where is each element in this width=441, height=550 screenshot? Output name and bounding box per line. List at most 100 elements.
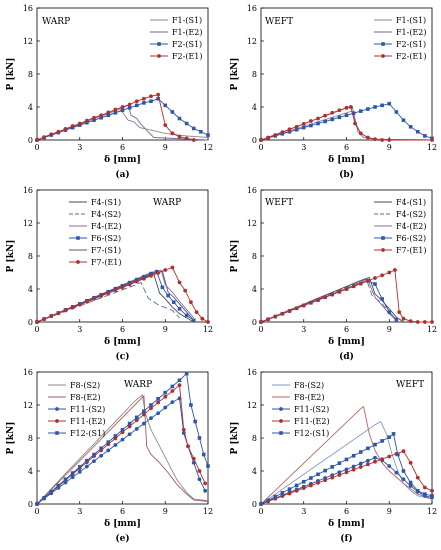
data-point	[349, 105, 353, 109]
data-point	[128, 422, 132, 426]
data-point	[142, 277, 146, 281]
data-point	[409, 319, 413, 323]
data-point	[316, 117, 320, 121]
x-tick-label: 3	[301, 507, 306, 516]
x-tick-label: 6	[344, 325, 349, 334]
x-tick-label: 9	[387, 507, 392, 516]
data-point	[156, 93, 160, 97]
x-tick-label: 3	[77, 143, 82, 152]
series-line-f8-s2-	[261, 422, 432, 505]
legend-entry: F11-(S2)	[70, 405, 105, 414]
data-point	[387, 102, 391, 106]
data-point	[345, 113, 349, 117]
data-point	[49, 132, 53, 136]
chart-title: WEFT	[265, 198, 293, 208]
data-point	[288, 309, 292, 313]
data-point	[373, 456, 377, 460]
data-point	[402, 477, 406, 481]
data-point	[178, 307, 182, 311]
x-tick-label: 0	[258, 143, 263, 152]
legend-entry: F4-(S1)	[91, 198, 121, 207]
y-tick-label: 16	[247, 186, 257, 195]
legend-entry: F7-(E1)	[91, 258, 122, 267]
legend: F4-(S1)F4-(S2)F4-(E2)F6-(S2)F7-(S1)F7-(E…	[69, 198, 122, 267]
data-point	[78, 470, 82, 474]
y-tick-label: 4	[28, 103, 33, 112]
data-point	[295, 484, 299, 488]
y-axis-label: P [kN]	[6, 422, 16, 455]
data-point	[85, 459, 89, 463]
data-point	[166, 294, 170, 298]
data-point	[423, 492, 427, 496]
data-point	[128, 106, 132, 110]
data-point	[163, 268, 167, 272]
x-tick-label: 12	[203, 507, 213, 516]
data-point	[393, 268, 397, 272]
data-point	[402, 449, 406, 453]
chart-title: WARP	[42, 17, 70, 27]
data-point	[178, 117, 182, 121]
data-point	[92, 459, 96, 463]
data-point	[430, 138, 434, 142]
data-point	[402, 118, 406, 122]
y-tick-label: 0	[252, 318, 257, 327]
data-point	[430, 489, 434, 493]
data-point	[106, 448, 110, 452]
data-point	[387, 464, 391, 468]
data-point	[366, 459, 370, 463]
x-tick-label: 12	[427, 143, 437, 152]
y-tick-label: 12	[247, 219, 257, 228]
data-point	[366, 107, 370, 111]
data-point	[273, 315, 277, 319]
y-tick-label: 4	[252, 467, 257, 476]
chart-title: WEFT	[265, 17, 293, 27]
legend-entry: F7-(E1)	[396, 246, 427, 255]
data-point	[309, 119, 313, 123]
data-point	[266, 136, 270, 140]
data-point	[203, 481, 207, 485]
data-point	[163, 406, 167, 410]
data-point	[337, 290, 341, 294]
data-point	[206, 464, 210, 468]
data-point	[78, 303, 82, 307]
data-point	[281, 491, 285, 495]
data-point	[114, 434, 118, 438]
data-point	[288, 492, 292, 496]
legend-entry: F8-(E2)	[70, 393, 101, 402]
x-tick-label: 6	[120, 325, 125, 334]
x-tick-label: 9	[163, 325, 168, 334]
data-point	[338, 116, 342, 120]
data-point	[280, 130, 284, 134]
data-point	[380, 138, 384, 142]
data-point	[330, 111, 334, 115]
x-tick-label: 0	[34, 143, 39, 152]
legend: F8-(S2)F8-(E2)F11-(S2)F11-(E2)F12-(S1)	[48, 381, 106, 438]
data-point	[330, 293, 334, 297]
y-tick-label: 4	[28, 285, 33, 294]
data-point	[416, 476, 420, 480]
data-point	[352, 284, 356, 288]
data-point	[113, 108, 117, 112]
data-point	[35, 138, 39, 142]
data-point	[128, 103, 132, 107]
data-point	[142, 422, 146, 426]
data-point	[85, 300, 89, 304]
data-point	[409, 125, 413, 129]
data-point	[337, 473, 341, 477]
legend-entry: F1-(S1)	[172, 16, 202, 25]
data-point	[186, 444, 190, 448]
data-point	[295, 489, 299, 493]
data-point	[195, 310, 199, 314]
data-point	[409, 461, 413, 465]
chart-title: WARP	[153, 198, 181, 208]
data-point	[113, 288, 117, 292]
data-point	[302, 480, 306, 484]
data-point	[416, 130, 420, 134]
data-point	[345, 287, 349, 291]
data-point	[142, 409, 146, 413]
y-axis-label: P [kN]	[6, 240, 16, 273]
data-point	[142, 101, 146, 105]
y-tick-label: 4	[252, 103, 257, 112]
data-point	[430, 320, 434, 324]
legend-entry: F4-(S2)	[396, 210, 426, 219]
